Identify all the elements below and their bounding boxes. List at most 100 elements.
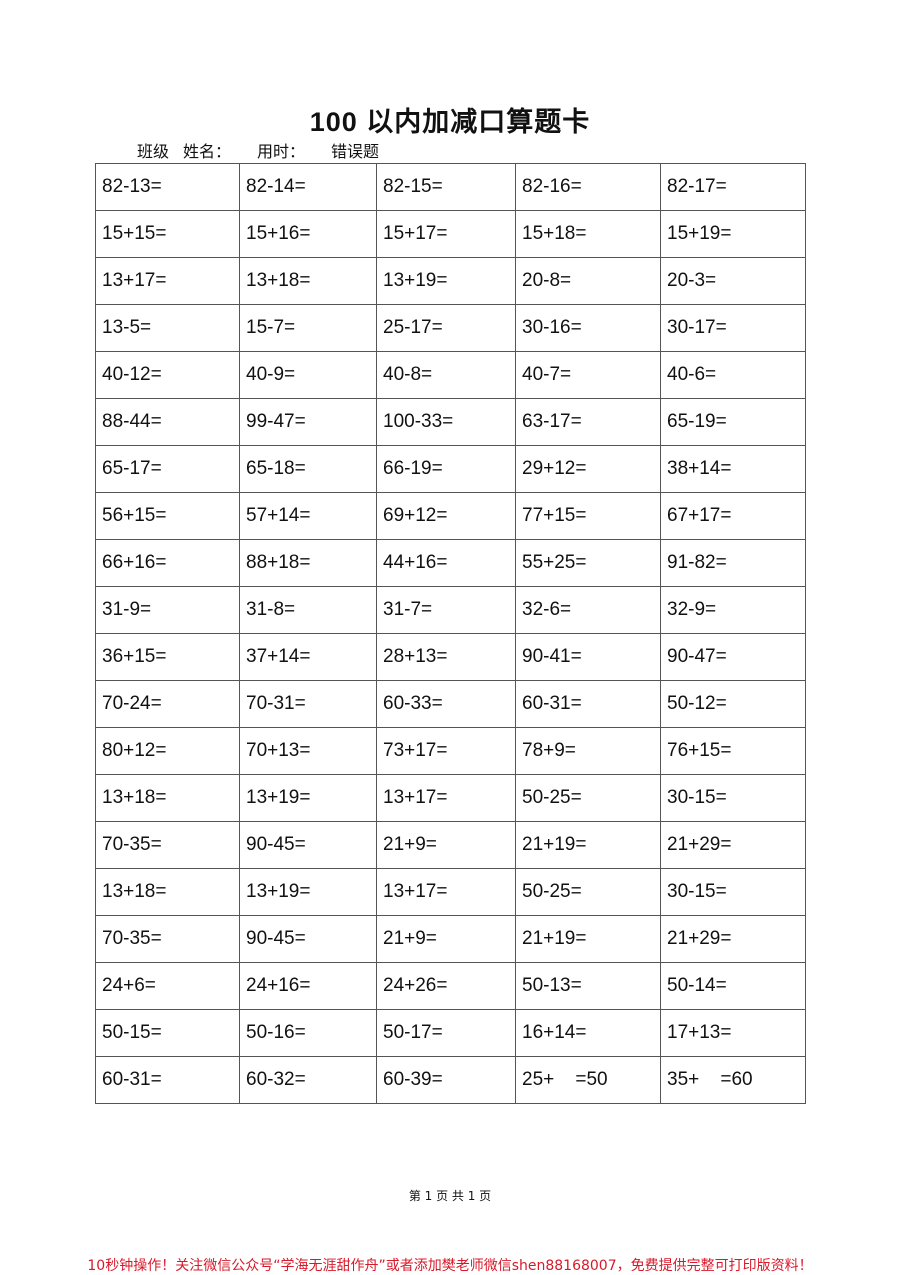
problem-cell: 88-44= <box>95 398 240 446</box>
problem-cell: 60-31= <box>515 680 661 728</box>
problem-cell: 63-17= <box>515 398 661 446</box>
problem-cell: 40-7= <box>515 351 661 399</box>
table-row: 13-5= 15-7= 25-17= 30-16= 30-17= <box>95 304 806 352</box>
problem-cell: 50-16= <box>239 1009 377 1057</box>
problem-cell: 90-47= <box>660 633 806 681</box>
problem-cell: 56+15= <box>95 492 240 540</box>
problem-cell: 77+15= <box>515 492 661 540</box>
problem-cell: 78+9= <box>515 727 661 775</box>
class-label: 班级 <box>137 142 170 161</box>
problem-cell: 31-7= <box>376 586 516 634</box>
problem-cell: 20-8= <box>515 257 661 305</box>
problem-cell: 13+19= <box>376 257 516 305</box>
problem-cell: 29+12= <box>515 445 661 493</box>
problem-cell: 17+13= <box>660 1009 806 1057</box>
table-row: 60-31= 60-32= 60-39= 25+ =50 35+ =60 <box>95 1056 806 1104</box>
problem-cell: 25+ =50 <box>515 1056 661 1104</box>
table-row: 70-35= 90-45= 21+9= 21+19= 21+29= <box>95 821 806 869</box>
problem-cell: 16+14= <box>515 1009 661 1057</box>
table-row: 15+15= 15+16= 15+17= 15+18= 15+19= <box>95 210 806 258</box>
problem-cell: 76+15= <box>660 727 806 775</box>
problem-cell: 91-82= <box>660 539 806 587</box>
problem-cell: 50-25= <box>515 774 661 822</box>
problem-cell: 13+17= <box>376 774 516 822</box>
problem-cell: 44+16= <box>376 539 516 587</box>
problem-cell: 40-9= <box>239 351 377 399</box>
problem-cell: 13-5= <box>95 304 240 352</box>
problem-cell: 50-14= <box>660 962 806 1010</box>
problem-cell: 21+19= <box>515 915 661 963</box>
problem-cell: 30-15= <box>660 774 806 822</box>
table-row: 88-44= 99-47= 100-33= 63-17= 65-19= <box>95 398 806 446</box>
problem-cell: 15-7= <box>239 304 377 352</box>
problem-cell: 70-24= <box>95 680 240 728</box>
time-label: 用时： <box>257 142 306 161</box>
problem-cell: 21+29= <box>660 915 806 963</box>
problem-cell: 21+29= <box>660 821 806 869</box>
problem-cell: 70-35= <box>95 821 240 869</box>
table-row: 70-35= 90-45= 21+9= 21+19= 21+29= <box>95 915 806 963</box>
table-row: 70-24= 70-31= 60-33= 60-31= 50-12= <box>95 680 806 728</box>
problem-cell: 28+13= <box>376 633 516 681</box>
problem-cell: 24+6= <box>95 962 240 1010</box>
problem-cell: 70-35= <box>95 915 240 963</box>
problem-cell: 100-33= <box>376 398 516 446</box>
table-row: 40-12= 40-9= 40-8= 40-7= 40-6= <box>95 351 806 399</box>
problem-cell: 82-16= <box>515 163 661 211</box>
problem-cell: 30-17= <box>660 304 806 352</box>
problem-cell: 15+19= <box>660 210 806 258</box>
problem-cell: 15+16= <box>239 210 377 258</box>
problem-cell: 50-25= <box>515 868 661 916</box>
problem-cell: 65-19= <box>660 398 806 446</box>
problem-cell: 15+18= <box>515 210 661 258</box>
problem-cell: 82-17= <box>660 163 806 211</box>
problem-cell: 13+19= <box>239 774 377 822</box>
problem-cell: 60-39= <box>376 1056 516 1104</box>
problem-cell: 15+15= <box>95 210 240 258</box>
problem-cell: 32-6= <box>515 586 661 634</box>
table-row: 36+15= 37+14= 28+13= 90-41= 90-47= <box>95 633 806 681</box>
problem-cell: 90-41= <box>515 633 661 681</box>
problem-cell: 21+19= <box>515 821 661 869</box>
problem-cell: 50-12= <box>660 680 806 728</box>
problem-cell: 50-17= <box>376 1009 516 1057</box>
problem-cell: 21+9= <box>376 821 516 869</box>
table-row: 50-15= 50-16= 50-17= 16+14= 17+13= <box>95 1009 806 1057</box>
problem-cell: 30-16= <box>515 304 661 352</box>
student-info-line: 班级 姓名： 用时： 错误题 <box>137 138 393 162</box>
problem-cell: 82-15= <box>376 163 516 211</box>
page-number: 第 1 页 共 1 页 <box>408 1189 492 1203</box>
problem-cell: 80+12= <box>95 727 240 775</box>
problem-cell: 15+17= <box>376 210 516 258</box>
problem-cell: 40-12= <box>95 351 240 399</box>
problem-cell: 13+17= <box>376 868 516 916</box>
problem-cell: 66-19= <box>376 445 516 493</box>
problem-cell: 82-13= <box>95 163 240 211</box>
problem-cell: 69+12= <box>376 492 516 540</box>
table-row: 56+15= 57+14= 69+12= 77+15= 67+17= <box>95 492 806 540</box>
problem-cell: 31-9= <box>95 586 240 634</box>
problem-cell: 65-18= <box>239 445 377 493</box>
problem-cell: 88+18= <box>239 539 377 587</box>
problem-cell: 60-32= <box>239 1056 377 1104</box>
problem-cell: 55+25= <box>515 539 661 587</box>
errors-label: 错误题 <box>331 142 380 161</box>
table-row: 31-9= 31-8= 31-7= 32-6= 32-9= <box>95 586 806 634</box>
problem-cell: 60-31= <box>95 1056 240 1104</box>
problem-cell: 50-13= <box>515 962 661 1010</box>
problem-cell: 67+17= <box>660 492 806 540</box>
problem-cell: 32-9= <box>660 586 806 634</box>
problem-cell: 35+ =60 <box>660 1056 806 1104</box>
problem-cell: 36+15= <box>95 633 240 681</box>
problem-cell: 82-14= <box>239 163 377 211</box>
problem-cell: 57+14= <box>239 492 377 540</box>
problem-cell: 60-33= <box>376 680 516 728</box>
problem-cell: 99-47= <box>239 398 377 446</box>
problem-cell: 90-45= <box>239 821 377 869</box>
problem-cell: 38+14= <box>660 445 806 493</box>
problem-cell: 90-45= <box>239 915 377 963</box>
promo-banner: 10秒钟操作！关注微信公众号“学海无涯甜作舟”或者添加樊老师微信shen8816… <box>87 1258 813 1274</box>
problem-cell: 40-8= <box>376 351 516 399</box>
problem-cell: 37+14= <box>239 633 377 681</box>
problem-cell: 13+18= <box>95 868 240 916</box>
